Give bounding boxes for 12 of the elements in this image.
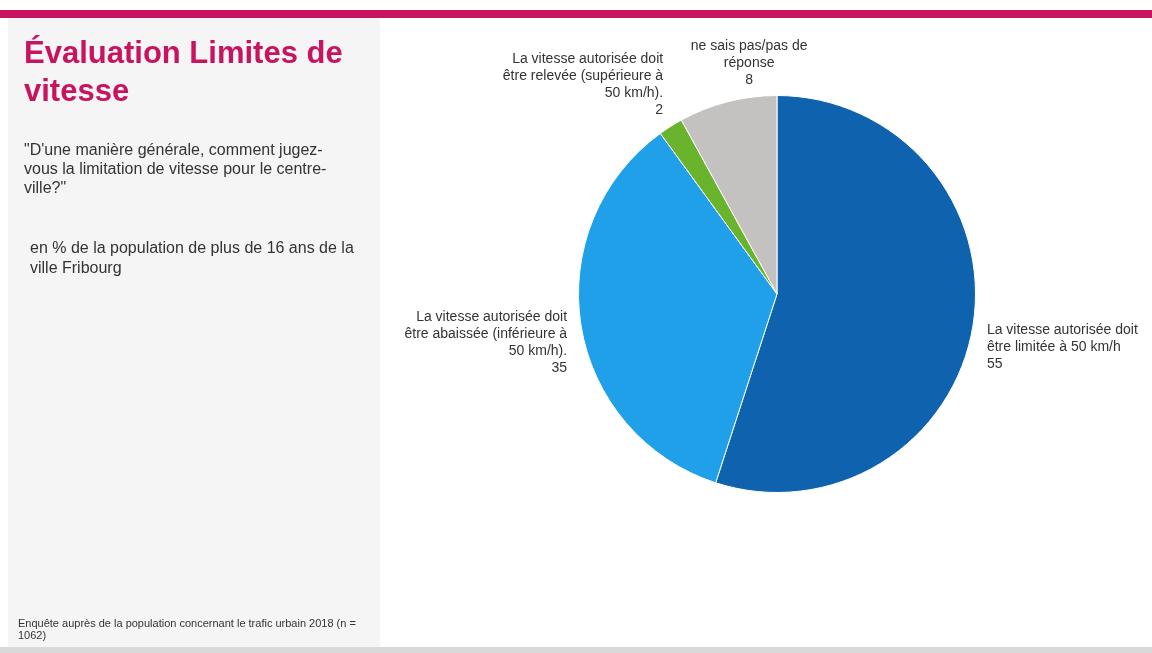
text: en % de la population de plus de 16 ans de la ville Fribourg xyxy=(30,238,355,278)
slice-label: La vitesse autorisée doit être abaissée (inférieure à 50 km/h). xyxy=(404,307,568,358)
slice-label: La vitesse autorisée doit être limitée à 50 km/h xyxy=(986,321,1138,355)
data-label: 8 xyxy=(745,71,754,88)
slice-label: ne sais pas/pas de réponse xyxy=(690,37,808,71)
text: Évaluation Limites de vitesse xyxy=(24,34,344,110)
slice-label: La vitesse autorisée doit être relevée (supérieure à 50 km/h). xyxy=(502,49,664,100)
data-label: 35 xyxy=(551,358,568,375)
text: Enquête auprès de la population concernant le trafic urbain 2018 (n = 1062) xyxy=(18,617,357,641)
text: "D'une manière générale, comment jugez-vous la limitation de vitesse pour le centre-ville?" xyxy=(24,140,328,197)
data-label: 2 xyxy=(655,100,664,117)
data-label: 55 xyxy=(986,355,1003,372)
